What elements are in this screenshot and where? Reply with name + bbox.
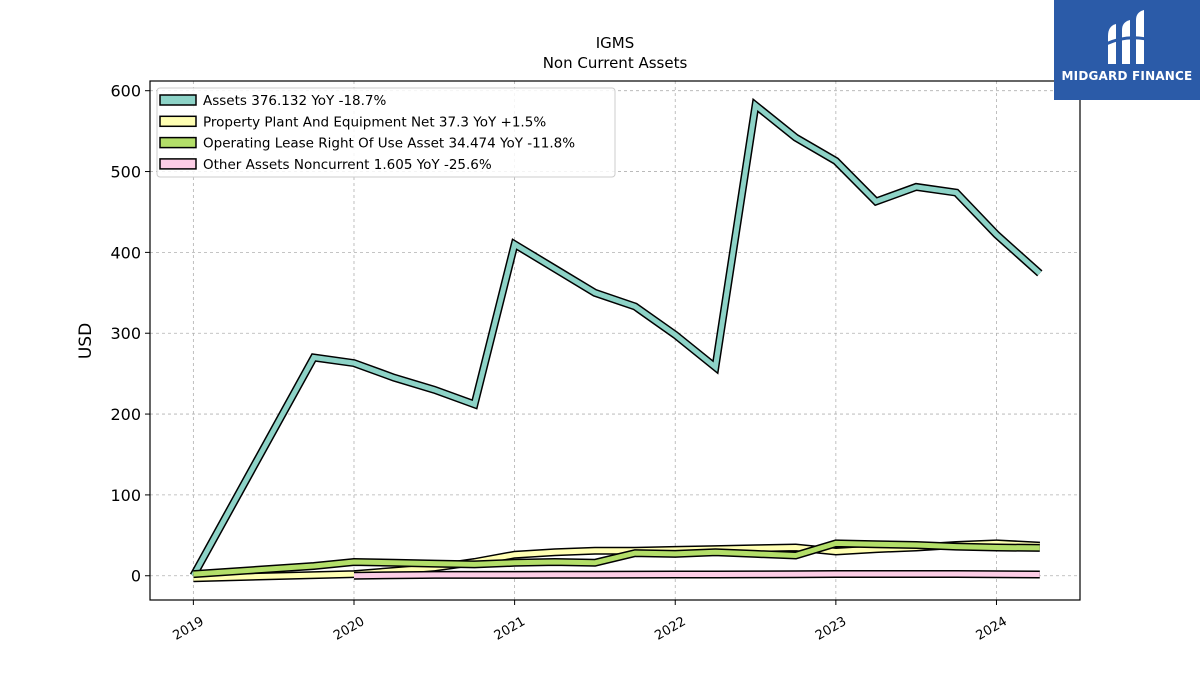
series-line [189, 97, 1043, 578]
x-tick-label: 2020 [331, 614, 367, 644]
y-ticks: 0 100 200 300 400 500 600 [110, 82, 150, 586]
chart-subtitle: Non Current Assets [543, 54, 688, 72]
y-tick-label: 0 [131, 567, 141, 586]
y-tick-label: 300 [110, 324, 141, 343]
chart-title: IGMS [596, 34, 635, 52]
x-tick-label: 2019 [171, 614, 207, 644]
y-tick-label: 200 [110, 405, 141, 424]
legend-box [156, 87, 616, 178]
legend-swatch [159, 94, 197, 106]
legend-swatch [159, 136, 197, 149]
plot-frame [149, 80, 1081, 601]
legend-label: Property Plant And Equipment Net 37.3 Yo… [203, 114, 546, 130]
series-layer [189, 97, 1043, 583]
y-axis-label: USD [76, 323, 96, 359]
x-ticks: 2019 2020 2021 2022 2023 2024 [171, 600, 1010, 644]
x-tick-label: 2022 [652, 614, 688, 644]
y-tick-label: 400 [110, 243, 141, 262]
x-tick-label: 2024 [974, 614, 1010, 644]
y-tick-label: 100 [110, 486, 141, 505]
x-tick-label: 2021 [492, 614, 528, 644]
series-line-stroke [191, 100, 1042, 577]
y-tick-label: 600 [110, 82, 141, 101]
legend: Assets 376.132 YoY -18.7% Property Plant … [156, 87, 616, 178]
series-line [193, 539, 1040, 579]
legend-label: Assets 376.132 YoY -18.7% [203, 93, 387, 109]
legend-label: Operating Lease Right Of Use Asset 34.47… [203, 136, 575, 152]
y-tick-label: 500 [110, 163, 141, 182]
brand-logo: MIDGARD FINANCE [1054, 0, 1200, 100]
legend-swatch [159, 158, 197, 170]
midgard-logo-icon [1105, 10, 1151, 64]
legend-label: Other Assets Noncurrent 1.605 YoY -25.6% [203, 157, 492, 173]
x-tick-label: 2023 [813, 614, 849, 644]
legend-swatch [159, 115, 197, 128]
brand-name: MIDGARD FINANCE [1061, 69, 1193, 83]
series-line-stroke [353, 571, 1040, 579]
series-line [353, 570, 1040, 580]
series-line-stroke [193, 540, 1040, 577]
